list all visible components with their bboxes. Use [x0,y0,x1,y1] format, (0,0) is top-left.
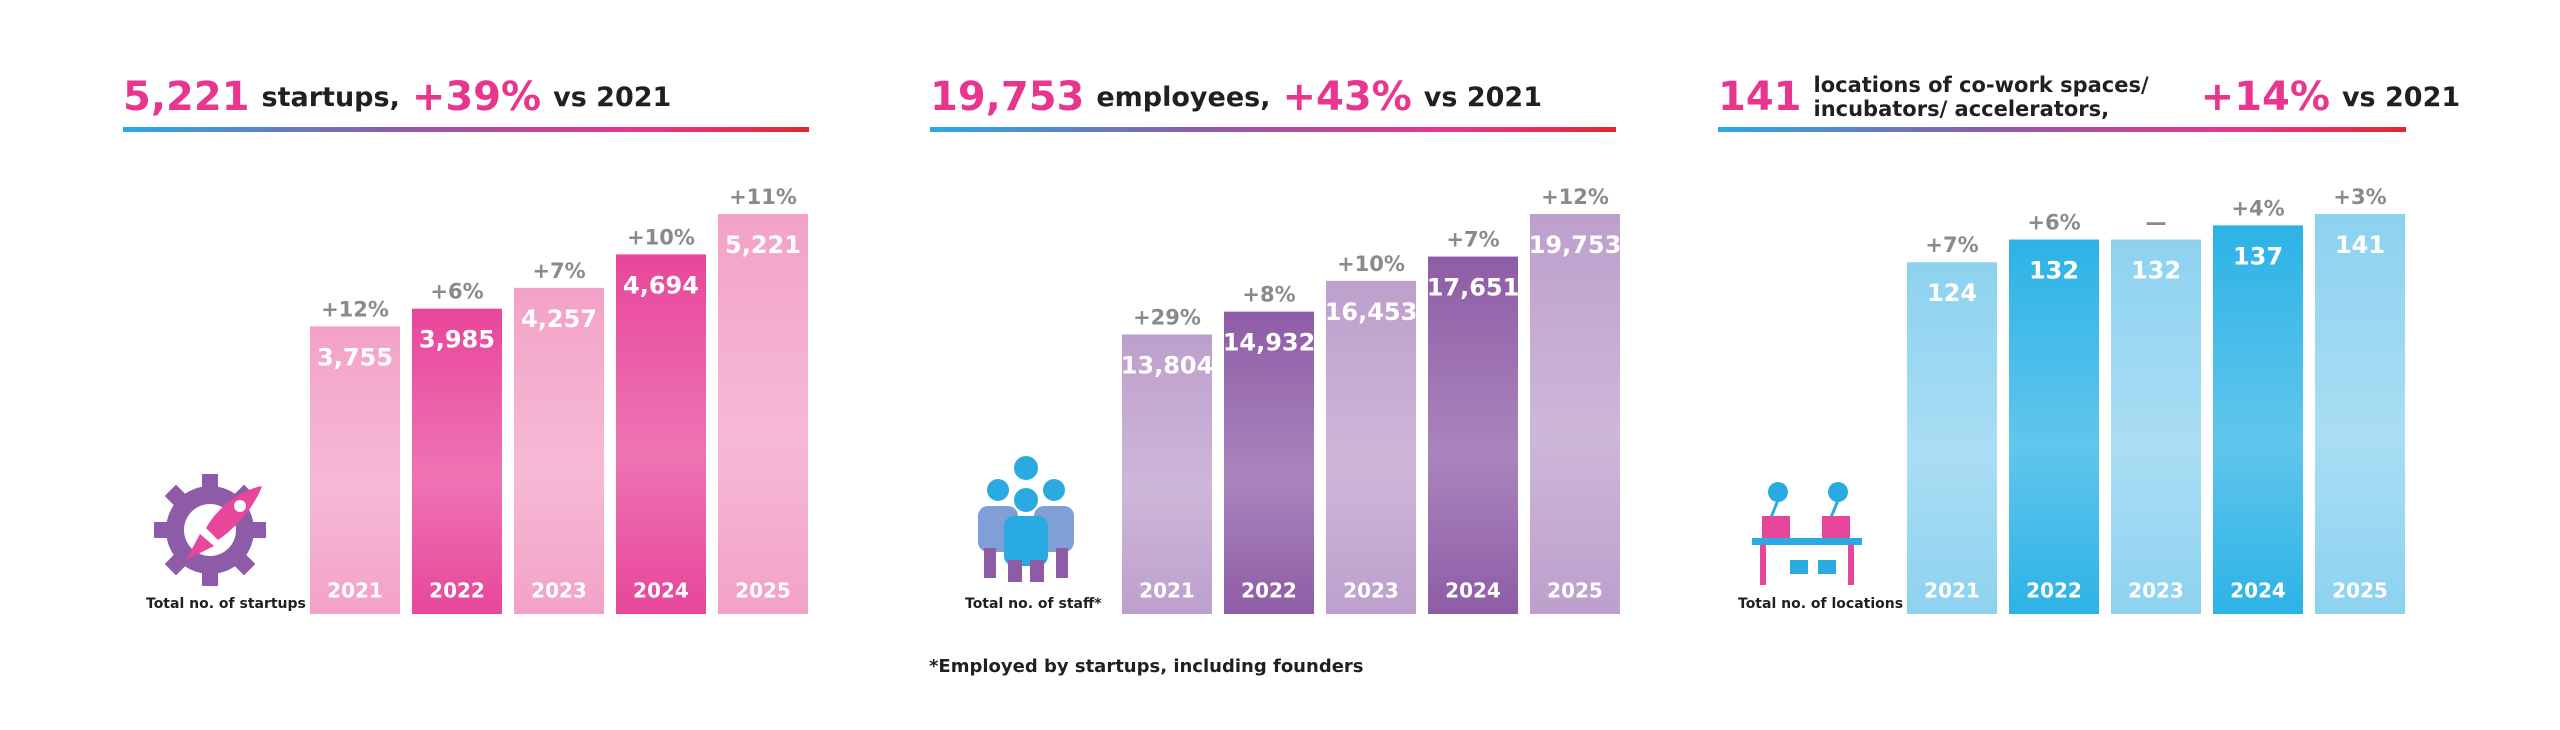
growth-label: +7% [532,259,585,283]
change-suffix: vs 2021 [2341,81,2461,113]
title-line: employees, [1096,81,1271,113]
growth-label: +8% [1242,283,1295,307]
title-line: incubators/ accelerators, [1813,97,2110,121]
footnote: *Employed by startups, including founder… [929,656,1364,677]
x-tick-label: 2022 [429,579,485,603]
title-line: startups, [261,81,400,113]
bar-sheen [2111,239,2201,614]
growth-label: +3% [2333,185,2386,209]
growth-label: +6% [2027,211,2080,235]
title-text: employees, [1096,82,1270,113]
value-label: 19,753 [1529,231,1622,259]
value-label: 3,985 [419,326,495,354]
growth-label: +10% [1337,252,1405,276]
x-tick-label: 2021 [1924,579,1980,603]
rocket-icon [154,474,266,586]
x-tick-label: 2021 [1139,579,1195,603]
value-label: 124 [1927,279,1977,307]
bar-sheen [616,254,706,614]
bar-sheen [2009,239,2099,614]
bar-sheen [2315,214,2405,614]
growth-label: +11% [729,185,797,209]
title-line: locations of co-work spaces/ [1813,72,2149,97]
x-tick-label: 2025 [2332,579,2388,603]
underline [930,127,1616,132]
caption: Total no. of locations [1738,596,1903,612]
bar-sheen [1530,214,1620,614]
growth-label: +12% [1541,185,1609,209]
headline: 19,753 [930,74,1085,120]
value-label: 141 [2335,231,2385,259]
value-label: 17,651 [1427,274,1520,302]
bar-sheen [2213,225,2303,614]
value-label: 137 [2233,242,2283,270]
chart-title: 5,221 startups, +39% vs 2021 [123,68,671,126]
x-tick-label: 2025 [735,579,791,603]
desk-icon [1752,482,1862,585]
growth-label: +7% [1446,228,1499,252]
x-tick-label: 2024 [1445,579,1501,603]
x-tick-label: 2024 [2230,579,2286,603]
headline: 5,221 [123,74,250,120]
x-tick-label: 2022 [2026,579,2082,603]
growth-label: +10% [627,225,695,249]
title-text: startups, [262,82,400,113]
value-label: 132 [2029,257,2079,285]
x-tick-label: 2023 [2128,579,2184,603]
headline: 141 [1718,74,1802,120]
underline [1718,127,2406,132]
growth-label: +4% [2231,196,2284,220]
staff-icon [978,456,1074,582]
value-label: 5,221 [725,231,801,259]
value-label: 4,694 [623,271,699,299]
x-tick-label: 2024 [633,579,689,603]
change-suffix: vs 2021 [1423,81,1542,113]
change-suffix: vs 2021 [553,81,672,113]
bar-sheen [718,214,808,614]
value-label: 132 [2131,257,2181,285]
growth-label: +6% [430,280,483,304]
bar-sheen [1428,256,1518,614]
x-tick-label: 2022 [1241,579,1297,603]
bar-sheen [310,326,400,614]
value-label: 3,755 [317,343,393,371]
bar-sheen [1326,280,1416,614]
change: +39% [411,74,542,120]
bar-sheen [1224,311,1314,614]
change: +43% [1282,74,1412,120]
change: +14% [2200,74,2330,120]
bar-sheen [1122,334,1212,614]
title-text: locations of co-work spaces/incubators/ … [1814,73,2149,121]
value-label: 16,453 [1325,298,1418,326]
bar-sheen [412,308,502,614]
growth-label: +29% [1133,305,1201,329]
value-label: 13,804 [1121,351,1214,379]
caption: Total no. of staff* [965,596,1102,612]
x-tick-label: 2023 [531,579,587,603]
growth-label: +12% [321,297,389,321]
growth-label: — [2146,211,2167,235]
chart-title: 141 locations of co-work spaces/incubator… [1718,68,2460,126]
value-label: 14,932 [1223,329,1316,357]
x-tick-label: 2023 [1343,579,1399,603]
growth-label: +7% [1925,233,1978,257]
value-label: 4,257 [521,305,597,333]
caption: Total no. of startups [146,596,306,612]
x-tick-label: 2021 [327,579,383,603]
x-tick-label: 2025 [1547,579,1603,603]
underline [123,127,809,132]
bar-sheen [1907,262,1997,614]
bar-sheen [514,287,604,614]
chart-title: 19,753 employees, +43% vs 2021 [930,68,1542,126]
